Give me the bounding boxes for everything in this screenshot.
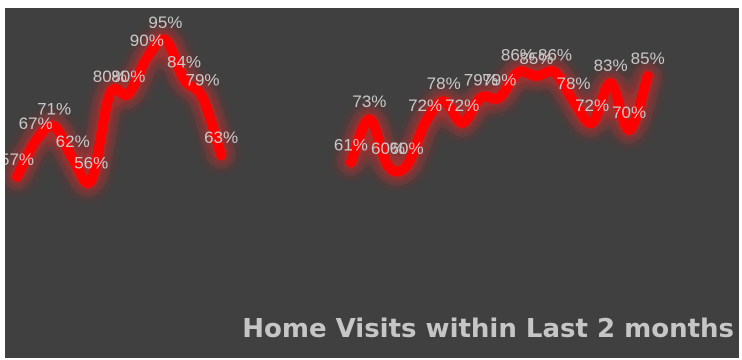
series-line-segment-2 [345, 66, 653, 177]
data-label: 72% [408, 96, 442, 115]
chart-area: 57%67%71%62%56%80%80%90%95%84%79%63%61%7… [5, 8, 739, 358]
data-label: 62% [56, 132, 90, 151]
data-label: 67% [19, 114, 53, 133]
data-label: 84% [167, 53, 201, 72]
data-label: 73% [352, 92, 386, 111]
data-label: 85% [519, 49, 553, 68]
data-labels: 57%67%71%62%56%80%80%90%95%84%79%63%61%7… [5, 13, 665, 172]
line-chart: 57%67%71%62%56%80%80%90%95%84%79%63%61%7… [5, 13, 734, 344]
series-line-segment-1 [12, 34, 227, 188]
data-label: 61% [334, 135, 368, 154]
data-label: 57% [5, 150, 34, 169]
data-label: 80% [111, 67, 145, 86]
data-label: 71% [37, 99, 71, 118]
data-label: 90% [130, 31, 164, 50]
data-label: 60% [390, 139, 424, 158]
data-label: 78% [427, 74, 461, 93]
data-label: 95% [148, 13, 182, 32]
chart-title: Home Visits within Last 2 months [242, 314, 734, 344]
data-label: 56% [74, 153, 108, 172]
data-label: 72% [445, 96, 479, 115]
data-label: 72% [575, 96, 609, 115]
data-label: 70% [612, 103, 646, 122]
data-label: 80% [93, 67, 127, 86]
data-label: 63% [204, 128, 238, 147]
data-label: 79% [464, 71, 498, 90]
data-label: 83% [594, 56, 628, 75]
series-line [12, 34, 653, 188]
data-label: 86% [538, 45, 572, 64]
data-label: 60% [371, 139, 405, 158]
data-label: 78% [556, 74, 590, 93]
data-label: 79% [482, 71, 516, 90]
data-label: 79% [185, 71, 219, 90]
data-label: 85% [631, 49, 665, 68]
data-label: 86% [501, 45, 535, 64]
